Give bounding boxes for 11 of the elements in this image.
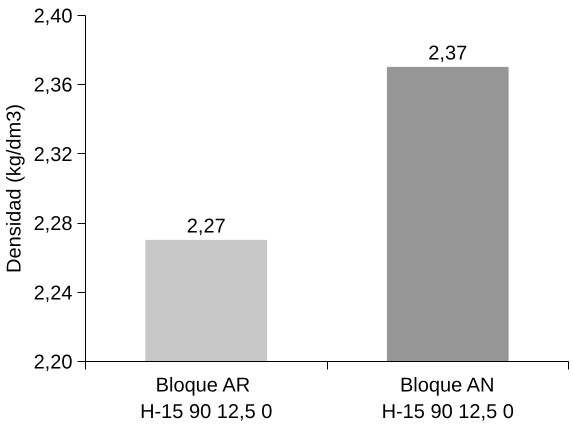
x-tick-label: Bloque AR H-15 90 12,5 0 <box>140 374 272 423</box>
y-tick-label: 2,40 <box>34 6 73 28</box>
x-tick-label: Bloque AN H-15 90 12,5 0 <box>382 374 514 423</box>
y-tick-label: 2,36 <box>34 74 73 97</box>
y-tick-label: 2,28 <box>34 213 73 236</box>
y-tick-label: 2,20 <box>34 352 73 374</box>
y-axis-title: Densidad (kg/dm3) <box>4 104 26 273</box>
y-tick-label: 2,24 <box>34 282 73 304</box>
data-label: 2,37 <box>428 42 468 64</box>
data-label: 2,27 <box>186 215 226 238</box>
y-tick-label: 2,32 <box>34 144 73 166</box>
